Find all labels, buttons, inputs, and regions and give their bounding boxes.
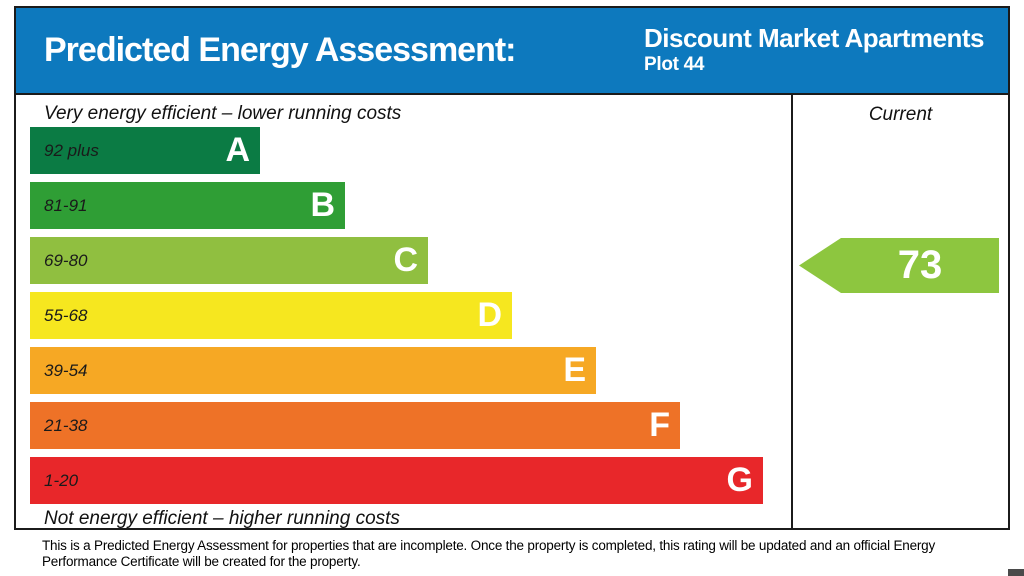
epc-band-bar: 92 plus A [30,127,260,174]
band-letter: E [563,351,586,389]
band-letter: C [393,241,418,279]
band-letter: D [477,296,502,334]
epc-band-row: 39-54 E [30,347,763,394]
disclaimer-text: This is a Predicted Energy Assessment fo… [42,538,936,570]
band-letter: B [310,186,335,224]
epc-band-bar: 21-38 F [30,402,680,449]
bottom-caption: Not energy efficient – higher running co… [44,508,400,529]
band-range-label: 81-91 [44,195,88,215]
scrollbar-corner[interactable] [1008,569,1024,576]
current-rating-value: 73 [897,243,943,287]
band-letter: F [649,406,670,444]
top-caption: Very energy efficient – lower running co… [44,103,402,124]
band-range-label: 55-68 [44,305,88,325]
epc-band-list: 92 plus A 81-91 B 69-80 [30,127,763,512]
epc-band-bar: 81-91 B [30,182,345,229]
current-arrow-polygon [799,238,999,293]
epc-band-row: 55-68 D [30,292,763,339]
epc-band-bar: 69-80 C [30,237,428,284]
epc-band-row: 92 plus A [30,127,763,174]
property-block: Discount Market Apartments Plot 44 [644,22,985,76]
band-range-label: 69-80 [44,250,88,270]
band-letter: G [726,461,753,499]
certificate-header: Predicted Energy Assessment: Discount Ma… [16,8,1008,95]
epc-band-row: 21-38 F [30,402,763,449]
energy-assessment-certificate: Predicted Energy Assessment: Discount Ma… [14,6,1010,530]
left-arrow-icon [799,238,999,293]
band-range-label: 92 plus [44,140,99,160]
plot-number: Plot 44 [644,54,705,76]
page-title: Predicted Energy Assessment: [44,31,516,69]
band-range-label: 21-38 [44,415,88,435]
epc-band-bar: 39-54 E [30,347,596,394]
epc-band-bar: 1-20 G [30,457,763,504]
epc-bands-panel: Very energy efficient – lower running co… [16,95,791,529]
epc-band-row: 69-80 C [30,237,763,284]
epc-band-row: 81-91 B [30,182,763,229]
current-column-header: Current [868,104,933,125]
band-range-label: 39-54 [44,360,88,380]
current-rating-arrow: 73 [799,238,999,293]
property-name: Discount Market Apartments [644,22,985,53]
certificate-body: Very energy efficient – lower running co… [16,95,1008,529]
band-range-label: 1-20 [44,470,79,490]
epc-band-bar: 55-68 D [30,292,512,339]
epc-band-row: 1-20 G [30,457,763,504]
band-letter: A [225,131,250,169]
current-rating-column: Current 73 [791,95,1008,528]
